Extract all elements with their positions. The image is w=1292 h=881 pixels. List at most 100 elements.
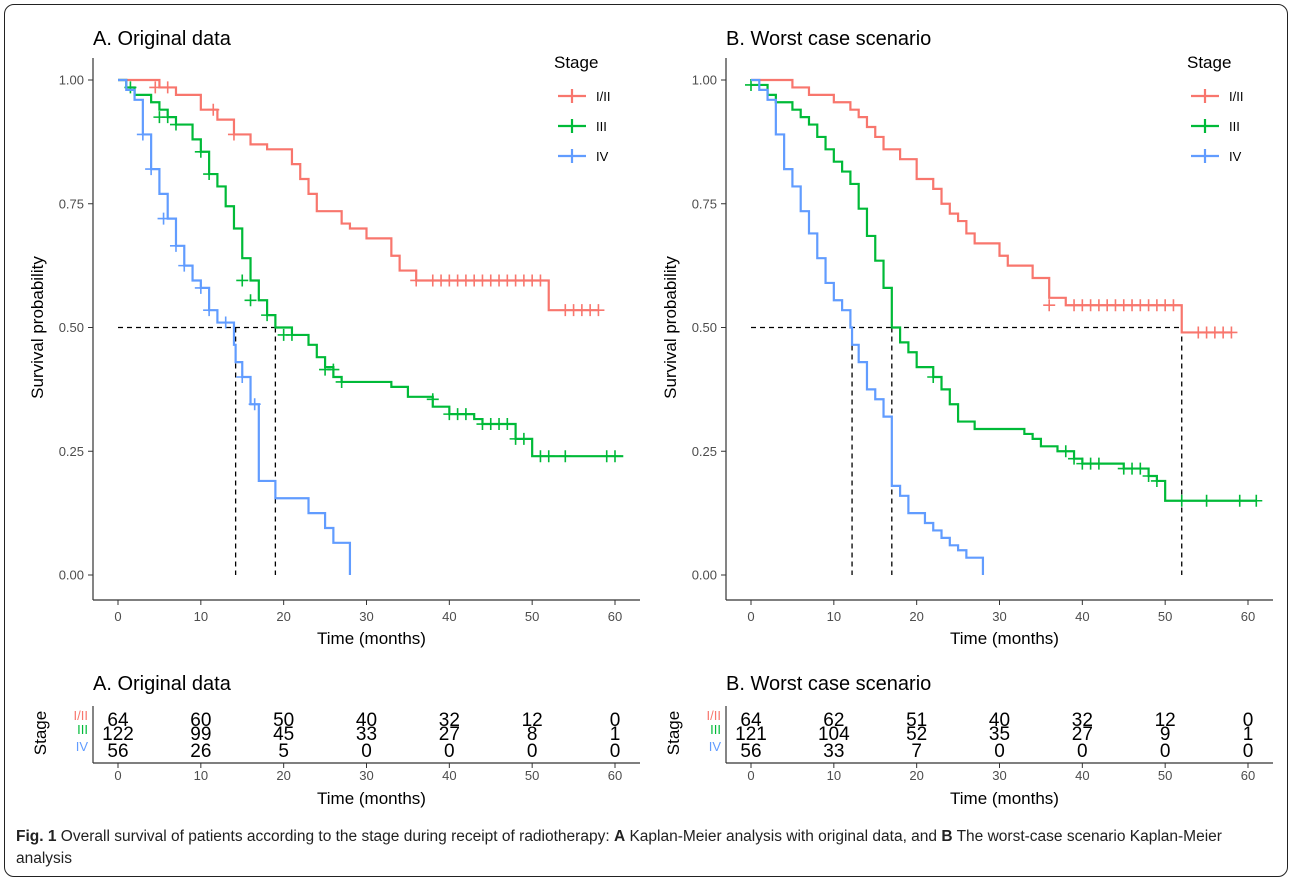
censor-mark <box>1233 494 1246 507</box>
x-tick-label: 30 <box>992 609 1006 624</box>
risk-count: 99 <box>190 724 211 745</box>
legend-label: IV <box>596 149 609 164</box>
risk-count: 0 <box>444 741 455 762</box>
figure-caption: Fig. 1 Overall survival of patients acco… <box>16 826 1276 870</box>
censor-mark <box>426 393 439 406</box>
censor-mark <box>219 316 232 329</box>
censor-mark <box>501 418 514 431</box>
censor-mark <box>178 259 191 272</box>
risk-count: 40 <box>356 710 377 731</box>
censor-mark <box>236 371 249 383</box>
caption-letter-b: B <box>941 828 953 845</box>
risk-count: 8 <box>527 724 538 745</box>
legend-key <box>1191 149 1219 163</box>
risk-count: 26 <box>190 741 211 762</box>
risk-count: 12 <box>1155 710 1176 731</box>
risk-count: 104 <box>818 724 850 745</box>
legend-title: Stage <box>1187 53 1231 72</box>
risk-table-title: A. Original data <box>93 673 232 695</box>
risk-count: 0 <box>527 741 538 762</box>
risk-count: 33 <box>823 741 844 762</box>
risk-count: 12 <box>522 710 543 731</box>
censor-mark <box>149 81 162 94</box>
censor-mark <box>194 281 207 294</box>
censor-mark <box>559 450 572 463</box>
censor-mark <box>459 408 472 421</box>
y-tick-label: 0.75 <box>692 196 717 211</box>
caption-text-b: Kaplan-Meier analysis with original data… <box>629 828 938 845</box>
x-tick-label: 50 <box>1158 609 1172 624</box>
legend-label: I/II <box>596 89 610 104</box>
risk-count: 1 <box>1243 724 1254 745</box>
risk-count: 32 <box>1072 710 1093 731</box>
risk-y-axis-title: Stage <box>31 711 50 755</box>
risk-count: 56 <box>107 741 128 762</box>
censor-mark <box>227 128 240 141</box>
y-tick-label: 0.75 <box>59 196 84 211</box>
censor-mark <box>1167 299 1180 312</box>
risk-count: 121 <box>735 724 767 745</box>
x-axis-title: Time (months) <box>317 629 426 648</box>
y-axis-title: Survival probability <box>28 256 47 399</box>
censor-mark <box>1200 494 1213 507</box>
risk-x-tick-label: 20 <box>276 768 290 783</box>
risk-table-title: B. Worst case scenario <box>726 673 931 695</box>
legend-key <box>1191 89 1219 103</box>
censor-mark <box>169 118 182 131</box>
x-tick-label: 30 <box>359 609 373 624</box>
risk-x-tick-label: 50 <box>525 768 539 783</box>
legend-key <box>558 89 586 103</box>
risk-count: 52 <box>906 724 927 745</box>
risk-stage-label: I/II <box>707 708 721 723</box>
risk-x-tick-label: 60 <box>1241 768 1255 783</box>
x-tick-label: 0 <box>114 609 121 624</box>
censor-mark <box>927 371 940 383</box>
risk-count: 35 <box>989 724 1010 745</box>
panel-title: B. Worst case scenario <box>726 28 931 50</box>
risk-x-axis-title: Time (months) <box>950 789 1059 808</box>
y-tick-label: 0.25 <box>692 444 717 459</box>
risk-count: 40 <box>989 710 1010 731</box>
risk-count: 0 <box>610 741 621 762</box>
risk-count: 27 <box>439 724 460 745</box>
legend-label: III <box>596 119 607 134</box>
x-tick-label: 50 <box>525 609 539 624</box>
censor-mark <box>244 294 257 307</box>
censor-mark <box>161 111 174 124</box>
risk-count: 64 <box>740 710 762 731</box>
survival-curve-i-ii <box>751 78 1232 334</box>
y-tick-label: 0.50 <box>692 320 717 335</box>
x-axis-title: Time (months) <box>950 629 1059 648</box>
risk-stage-label: III <box>710 722 721 737</box>
censor-mark <box>534 274 547 287</box>
legend-key <box>558 119 586 133</box>
risk-stage-label: IV <box>709 739 722 754</box>
x-tick-label: 20 <box>276 609 290 624</box>
risk-x-tick-label: 0 <box>114 768 121 783</box>
censor-mark <box>207 103 220 116</box>
y-tick-label: 0.25 <box>59 444 84 459</box>
censor-mark <box>335 375 348 388</box>
risk-count: 0 <box>1160 741 1171 762</box>
risk-count: 45 <box>273 724 294 745</box>
km-panel-a: A. Original data 0.00 0.25 0.50 0.75 1.00 0 10 2… <box>28 28 640 648</box>
risk-x-tick-label: 60 <box>608 768 622 783</box>
x-tick-label: 60 <box>608 609 622 624</box>
km-panel-b: B. Worst case scenario 0.00 0.25 0.50 0.75 1.… <box>661 28 1273 648</box>
censor-mark <box>1134 462 1147 475</box>
survival-curve-iv <box>118 78 352 575</box>
censor-mark <box>609 450 621 463</box>
panel-title: A. Original data <box>93 28 232 50</box>
risk-x-axis-title: Time (months) <box>317 789 426 808</box>
censor-mark <box>592 304 605 317</box>
risk-count: 1 <box>610 724 621 745</box>
risk-count: 50 <box>273 710 294 731</box>
risk-count: 0 <box>1077 741 1088 762</box>
censor-mark <box>1142 470 1155 482</box>
risk-stage-label: IV <box>76 739 89 754</box>
censor-mark <box>1068 452 1081 465</box>
risk-count: 60 <box>190 710 211 731</box>
risk-count: 32 <box>439 710 460 731</box>
risk-count: 56 <box>740 741 761 762</box>
